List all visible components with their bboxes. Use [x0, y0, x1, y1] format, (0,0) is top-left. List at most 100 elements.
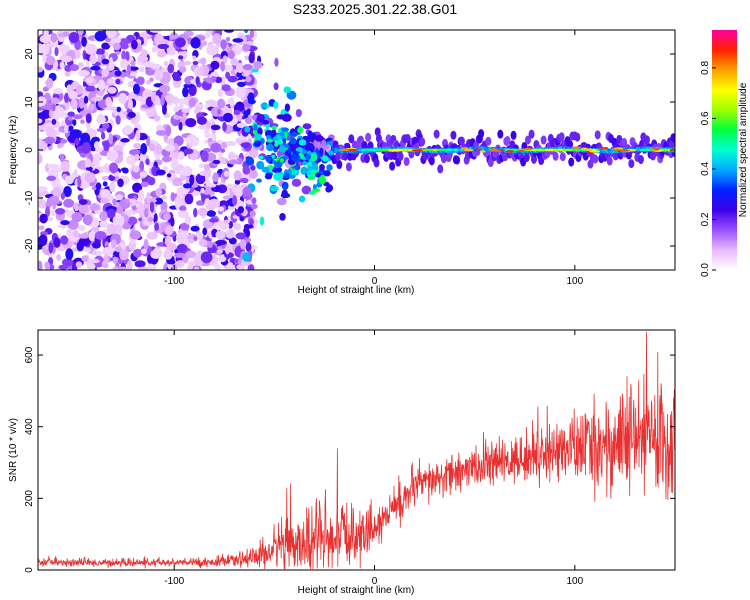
heatmap-cell [60, 235, 69, 245]
heatmap-cell [162, 104, 167, 115]
heatmap-cell [202, 227, 208, 236]
heatmap-cell [205, 99, 217, 105]
heatmap-cell [107, 208, 116, 219]
heatmap-cell [523, 153, 530, 163]
heatmap-cell [653, 148, 660, 151]
heatmap-cell [181, 108, 191, 114]
heatmap-cell [90, 96, 103, 102]
heatmap-cell [60, 55, 73, 63]
heatmap-cell [611, 148, 622, 151]
heatmap-cell [177, 151, 185, 160]
heatmap-cell [95, 182, 102, 191]
heatmap-cell [316, 182, 323, 188]
heatmap-cell [74, 137, 80, 146]
heatmap-cell [214, 186, 220, 192]
heatmap-cell [153, 212, 158, 224]
heatmap-cell [67, 111, 75, 117]
heatmap-cell [200, 57, 207, 65]
heatmap-cell [78, 236, 90, 247]
heatmap-cell [70, 82, 78, 91]
heatmap-cell [125, 50, 130, 62]
heatmap-cell [297, 126, 304, 134]
heatmap-cell [200, 251, 213, 264]
heatmap-cell [132, 182, 143, 193]
heatmap-cell [153, 115, 161, 122]
heatmap-cell [148, 111, 158, 116]
heatmap-cell [205, 120, 211, 130]
heatmap-cell [167, 63, 175, 74]
heatmap-cell [149, 77, 154, 83]
heatmap-cell [115, 78, 121, 85]
heatmap-cell [488, 148, 498, 151]
colorbar-gradient [712, 30, 737, 270]
heatmap-cell [148, 143, 156, 152]
heatmap-cell [242, 43, 251, 52]
heatmap-cell [215, 43, 221, 49]
heatmap-cell [59, 61, 65, 69]
heatmap-cell [133, 143, 142, 149]
heatmap-cell [397, 151, 404, 161]
heatmap-cell [210, 124, 221, 131]
heatmap-cell [107, 64, 115, 71]
heatmap-cell [129, 230, 142, 240]
heatmap-cell [361, 140, 368, 150]
heatmap-cell [50, 97, 60, 105]
heatmap-cell [179, 66, 187, 73]
heatmap-cell [147, 216, 154, 223]
heatmap-cell [612, 151, 619, 161]
heatmap-cell [276, 167, 283, 173]
heatmap-cell [140, 248, 147, 255]
heatmap-y-ticks: -20 -10 0 10 20 [24, 48, 675, 253]
colorbar-tick-label: 0.6 [700, 111, 711, 125]
heatmap-cell [93, 141, 100, 150]
heatmap-cell [274, 57, 279, 67]
heatmap-cell [619, 149, 630, 152]
heatmap-cell [44, 136, 56, 145]
heatmap-cell [164, 235, 172, 247]
heatmap-cell [136, 95, 143, 102]
heatmap-cell [302, 123, 312, 130]
heatmap-cell [585, 148, 594, 151]
heatmap-cell [140, 142, 148, 155]
heatmap-cell [54, 46, 59, 57]
heatmap-cell [322, 155, 329, 162]
heatmap-cell [183, 148, 194, 155]
heatmap-cell [251, 68, 259, 73]
y-tick-label: 600 [24, 346, 35, 363]
heatmap-cell [256, 160, 265, 170]
heatmap-cell [129, 71, 138, 77]
heatmap-cell [300, 166, 308, 175]
heatmap-cell [164, 112, 171, 119]
heatmap-cell [117, 178, 124, 188]
heatmap-cell [183, 61, 192, 66]
heatmap-cell [187, 238, 195, 244]
heatmap-cell [261, 166, 270, 173]
heatmap-cell [160, 222, 168, 230]
heatmap-cell [592, 154, 599, 164]
heatmap-cell [242, 252, 251, 262]
heatmap-cell [222, 195, 232, 200]
y-tick-label: 200 [24, 490, 35, 507]
heatmap-cell [165, 124, 172, 137]
heatmap-cell [621, 137, 628, 147]
heatmap-cell [177, 210, 189, 219]
heatmap-cell [127, 98, 134, 110]
heatmap-cell [312, 184, 317, 190]
heatmap-cell [259, 216, 265, 226]
heatmap-cell [195, 173, 206, 185]
heatmap-cell [184, 193, 194, 205]
heatmap-cell [39, 213, 48, 224]
heatmap-cell [307, 175, 316, 181]
heatmap-cell [38, 118, 43, 124]
heatmap-cell [117, 215, 125, 227]
heatmap-cell [244, 117, 253, 125]
heatmap-cell [77, 175, 82, 188]
heatmap-cell [218, 255, 227, 263]
heatmap-cell [210, 142, 222, 153]
heatmap-cell [84, 172, 96, 183]
heatmap-cell [193, 207, 198, 218]
heatmap-cell [274, 142, 279, 147]
heatmap-cell [95, 48, 105, 55]
heatmap-cell [304, 153, 312, 160]
